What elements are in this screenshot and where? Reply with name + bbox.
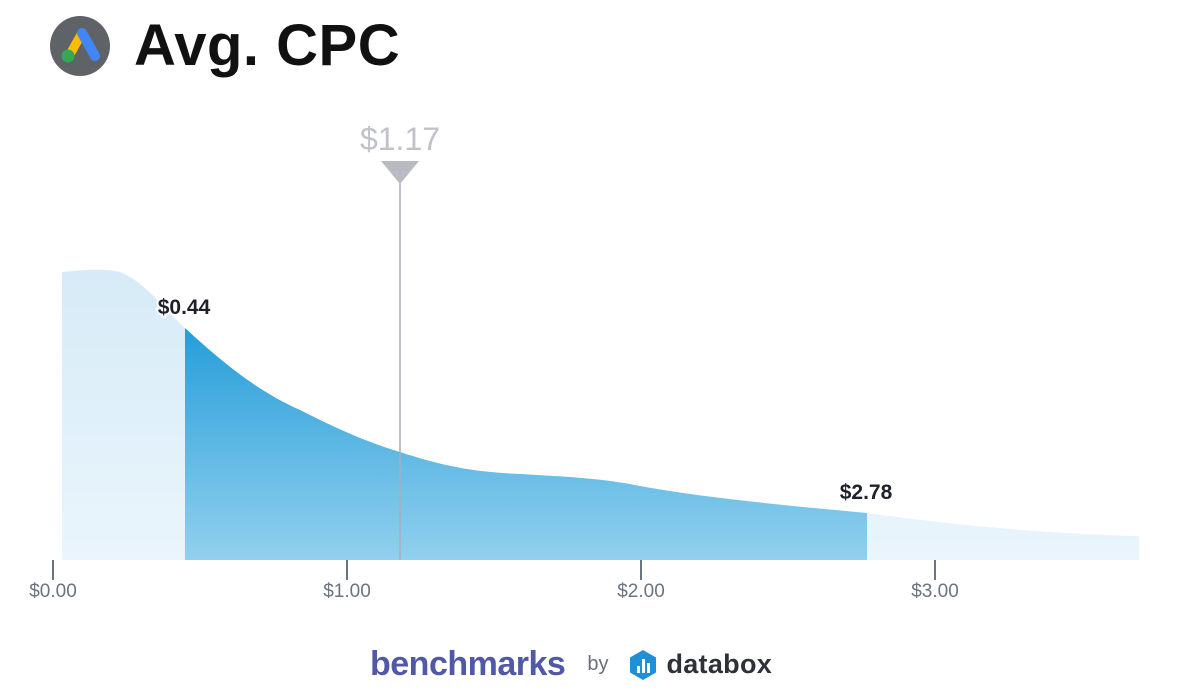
x-tick-label: $3.00 <box>911 581 959 602</box>
highlighted-range-area <box>185 328 867 560</box>
median-label: $1.17 <box>360 121 440 157</box>
median-marker-icon <box>381 161 419 184</box>
footer-branding: benchmarks by databox <box>370 645 772 684</box>
databox-logo-text: databox <box>666 649 773 679</box>
google-ads-icon <box>50 16 110 76</box>
x-tick-label: $1.00 <box>323 581 371 602</box>
range-low-label: $0.44 <box>158 296 211 319</box>
by-text: by <box>587 653 609 675</box>
chart-title: Avg. CPC <box>134 13 401 78</box>
databox-icon <box>630 649 657 680</box>
chart-header: Avg. CPC <box>50 16 400 76</box>
distribution-chart: $1.17 $0.44 $2.78 $0.00 $1.00 $2.00 $3.0… <box>29 121 1139 602</box>
x-tick-label: $2.00 <box>617 581 665 602</box>
x-tick-label: $0.00 <box>29 581 77 602</box>
range-high-label: $2.78 <box>840 481 893 504</box>
benchmarks-logo-text: benchmarks <box>370 645 566 683</box>
x-axis: $0.00 $1.00 $2.00 $3.00 <box>29 560 959 602</box>
